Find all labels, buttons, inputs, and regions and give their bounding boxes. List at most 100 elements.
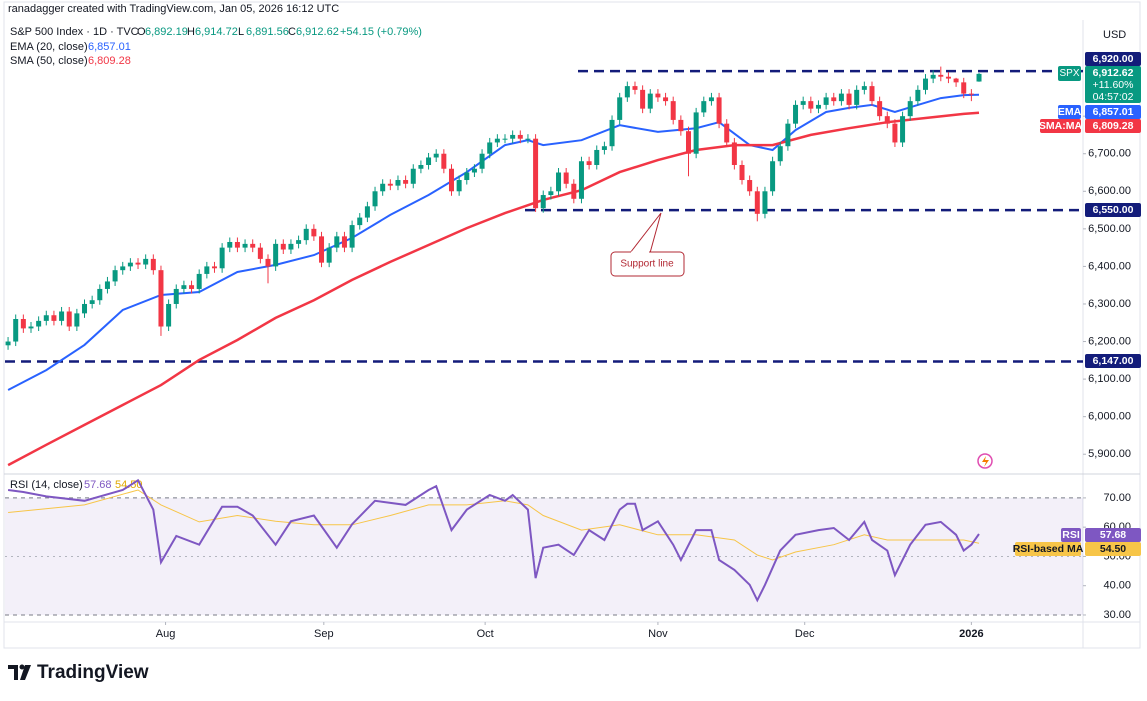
candle-body	[617, 97, 623, 120]
candle-body	[13, 318, 19, 342]
annotation-pointer	[629, 212, 662, 254]
countdown: 04:57:02	[1093, 91, 1134, 103]
candle-body	[930, 74, 936, 79]
candle-body	[571, 183, 577, 199]
candle-body	[793, 104, 799, 124]
x-tick-label: Dec	[795, 628, 815, 640]
candle-body	[754, 191, 760, 214]
candle-body	[456, 180, 462, 192]
series-tag-bg	[1040, 119, 1081, 133]
candle-body	[785, 123, 791, 147]
ohlc-value: 6,912.62	[296, 26, 339, 38]
candle-body	[525, 138, 531, 140]
candle-body	[487, 142, 493, 154]
rsi-tag: RSI	[1062, 529, 1080, 541]
series-tag-bg	[1058, 105, 1081, 119]
candle-body	[280, 243, 286, 250]
level-label-bg	[1085, 52, 1141, 66]
symbol-title: S&P 500 Index · 1D · TVC	[10, 26, 139, 38]
x-tick-label: Aug	[156, 628, 176, 640]
candle-body	[846, 93, 852, 105]
candle-body	[395, 180, 401, 186]
ohlc-value: 6,914.72	[195, 26, 238, 38]
candle-body	[135, 262, 141, 265]
candle-body	[341, 236, 347, 248]
rsi-legend-value: 57.68	[84, 479, 112, 491]
ohlc-key: O	[137, 26, 146, 38]
last-price-tag-bg	[1085, 66, 1141, 103]
candle-body	[923, 78, 929, 90]
candle-body	[624, 86, 630, 98]
candle-body	[601, 146, 607, 150]
candle-body	[953, 78, 959, 83]
candle-body	[166, 303, 172, 327]
rsi-line	[7, 478, 980, 603]
candle-body	[892, 123, 898, 143]
candle-body	[777, 146, 783, 162]
candle-body	[265, 258, 271, 267]
candle-body	[303, 228, 309, 241]
y-tick-label: 6,700.00	[1088, 148, 1131, 160]
candle-body	[800, 101, 806, 105]
ohlc-key: L	[238, 26, 244, 38]
candle-body	[311, 228, 317, 237]
sma-legend-value: 6,809.28	[88, 55, 131, 67]
candle-body	[28, 326, 34, 329]
series-tag: EMA	[1058, 106, 1082, 118]
x-tick-label: Nov	[648, 628, 668, 640]
rsi-legend: RSI (14, close)	[10, 479, 83, 491]
candle-body	[364, 206, 370, 218]
series-value-tag-bg	[1085, 119, 1141, 133]
candle-body	[120, 266, 126, 271]
candle-body	[540, 195, 546, 209]
candle-body	[112, 270, 118, 282]
y-tick-label: 6,400.00	[1088, 260, 1131, 272]
y-tick-label: 6,100.00	[1088, 373, 1131, 385]
candle-body	[563, 172, 569, 184]
candle-body	[143, 258, 149, 265]
candle-body	[502, 138, 508, 140]
y-tick-label: 6,600.00	[1088, 185, 1131, 197]
currency: USD	[1103, 29, 1126, 41]
candle-body	[349, 225, 355, 248]
rsi-line	[8, 489, 980, 561]
candle-body	[632, 86, 638, 90]
rsi-tag: RSI-based MA	[1013, 543, 1084, 555]
x-tick-label: Oct	[477, 628, 494, 640]
candle-body	[900, 116, 906, 143]
ohlc-value: 6,891.56	[246, 26, 289, 38]
ema-legend: EMA (20, close)	[10, 41, 88, 53]
level-label: 6,147.00	[1093, 355, 1134, 367]
ema-legend-value: 6,857.01	[88, 41, 131, 53]
candle-body	[5, 341, 11, 346]
candle-body	[181, 285, 187, 289]
level-label: 6,550.00	[1093, 204, 1134, 216]
candle-body	[242, 243, 248, 248]
candle-body	[808, 101, 814, 109]
candle-body	[945, 76, 951, 79]
candle-body	[770, 161, 776, 192]
series-tag: SMA:MA	[1039, 120, 1083, 132]
candle-body	[678, 119, 684, 132]
candle-body	[448, 168, 454, 192]
candle-body	[663, 97, 669, 102]
candle-body	[319, 236, 325, 263]
candle-body	[915, 89, 921, 102]
candle-body	[288, 243, 294, 250]
candle-body	[250, 243, 256, 248]
y-tick-label: 6,300.00	[1088, 298, 1131, 310]
candle-body	[89, 300, 95, 304]
candle-body	[227, 241, 233, 248]
level-label: 6,920.00	[1093, 53, 1134, 65]
ohlc-key: H	[187, 26, 195, 38]
candle-body	[150, 258, 156, 271]
candle-body	[59, 311, 65, 321]
candle-body	[403, 180, 409, 184]
candle-body	[464, 172, 470, 181]
candle-body	[747, 180, 753, 192]
candle-body	[533, 138, 539, 209]
candle-body	[211, 266, 217, 269]
candle-body	[655, 93, 661, 98]
candle-body	[204, 266, 210, 274]
